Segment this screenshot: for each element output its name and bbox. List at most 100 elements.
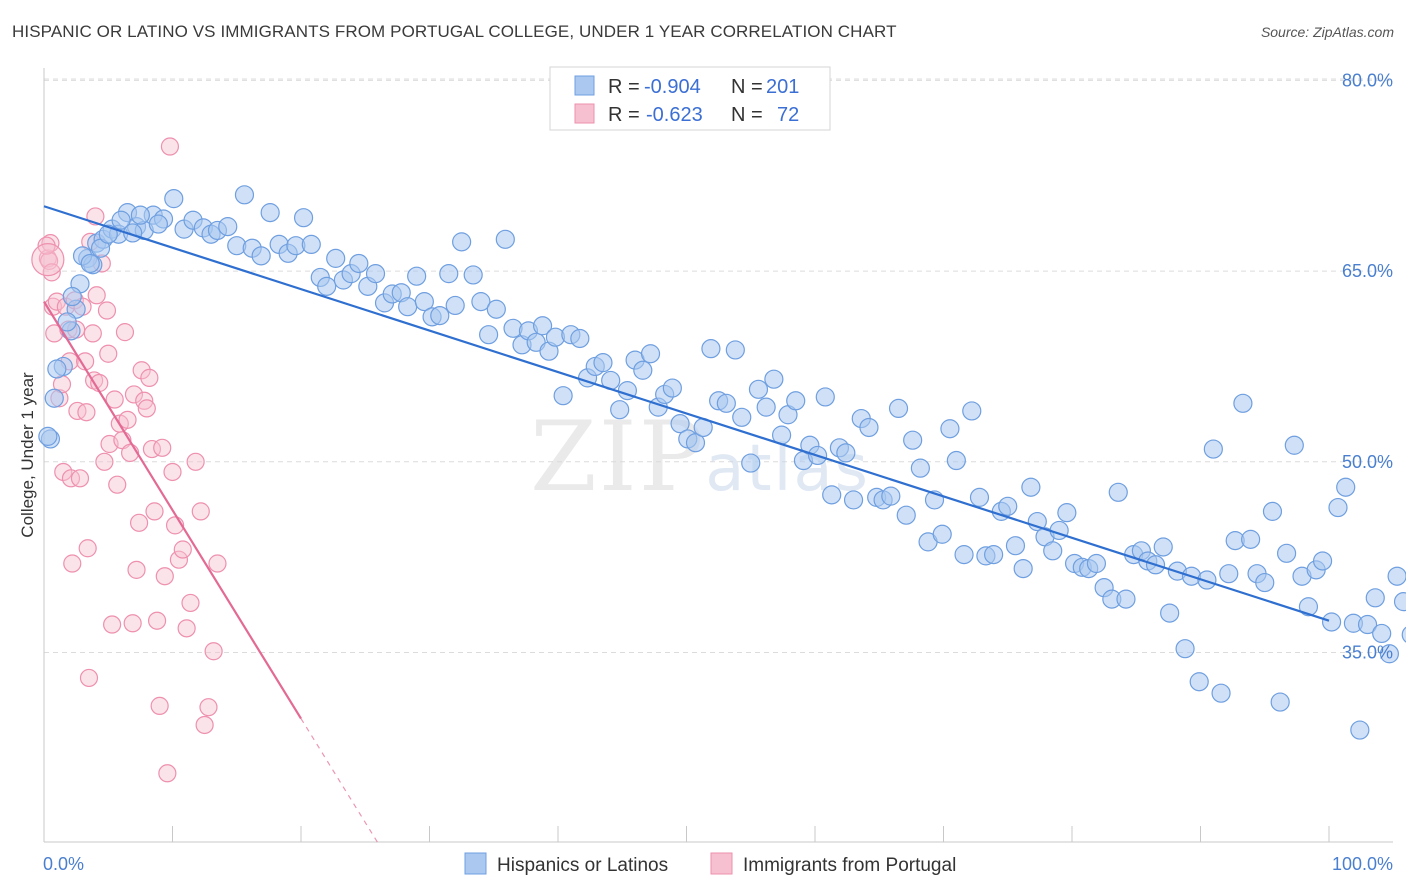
portugal-point	[124, 385, 144, 404]
hispanic-point	[962, 401, 982, 421]
hispanic-point	[1298, 597, 1319, 617]
hispanic-point	[365, 264, 386, 284]
portugal-point	[155, 567, 174, 586]
hispanic-point	[1262, 501, 1283, 521]
portugal-point	[177, 619, 196, 638]
hispanic-point	[748, 379, 769, 399]
hispanic-point	[570, 328, 590, 349]
x-tick-label: 100.0%	[1332, 854, 1393, 874]
portugal-point	[105, 390, 124, 409]
hispanic-point	[1387, 566, 1406, 586]
hispanic-point	[756, 397, 776, 417]
hispanic-point	[445, 295, 465, 316]
hispanic-point	[414, 292, 434, 312]
hispanic-point	[398, 297, 418, 317]
portugal-point	[77, 403, 96, 422]
hispanic-point	[57, 312, 77, 332]
portugal-point	[191, 502, 210, 521]
portugal-point	[160, 137, 180, 156]
portugal-point	[181, 593, 200, 613]
hispanic-point	[859, 417, 879, 438]
hispanic-point	[940, 419, 960, 439]
legend-swatch-pink	[710, 852, 733, 875]
portugal-point	[153, 438, 172, 457]
legend-r-value: -0.623	[646, 104, 703, 126]
portugal-point	[42, 263, 61, 282]
hispanic-point	[98, 224, 118, 244]
hispanic-point	[1379, 644, 1399, 664]
hispanic-point	[822, 485, 842, 505]
portugal-point	[118, 410, 137, 429]
hispanic-point	[62, 286, 82, 307]
hispanic-point	[998, 496, 1018, 516]
hispanic-point	[786, 391, 806, 411]
hispanic-point	[815, 387, 835, 407]
hispanic-point	[984, 545, 1004, 565]
hispanic-point	[111, 210, 131, 230]
legend-r-label: R =	[608, 76, 640, 98]
hispanic-point	[1276, 543, 1297, 563]
hispanic-point	[317, 276, 337, 296]
hispanic-point	[732, 407, 752, 427]
hispanic-point	[1175, 639, 1195, 659]
hispanic-point	[888, 398, 909, 419]
hispanic-point	[260, 203, 280, 223]
hispanic-point	[910, 458, 930, 478]
hispanic-point	[741, 453, 761, 473]
portugal-point	[31, 243, 65, 277]
hispanic-point	[47, 359, 67, 379]
hispanic-point	[326, 248, 346, 268]
portugal-point	[95, 452, 114, 471]
hispanic-point	[633, 360, 653, 380]
legend-swatch-blue	[464, 852, 487, 875]
portugal-point	[63, 554, 82, 573]
hispanic-point	[148, 214, 168, 234]
hispanic-point	[1233, 393, 1253, 413]
hispanic-point	[725, 340, 745, 360]
hispanic-point	[532, 316, 553, 336]
hispanic-point	[610, 400, 630, 420]
hispanic-point	[593, 353, 613, 373]
hispanic-point	[218, 217, 238, 237]
hispanic-point	[38, 426, 58, 446]
hispanic-point	[1219, 564, 1239, 584]
legend-label-portugal: Immigrants from Portugal	[743, 855, 956, 876]
chart-source: Source: ZipAtlas.com	[1260, 24, 1394, 40]
legend-n-value: 201	[766, 76, 799, 98]
hispanic-point	[430, 305, 450, 326]
hispanic-point	[932, 524, 952, 544]
hispanic-point	[954, 545, 974, 565]
hispanic-point	[1321, 612, 1342, 632]
legend-swatch-blue	[574, 75, 595, 96]
hispanic-point	[44, 388, 64, 408]
portugal-point	[147, 611, 167, 630]
portugal-point	[132, 361, 151, 380]
portugal-point	[97, 301, 117, 320]
hispanic-trend-line	[43, 205, 1330, 622]
hispanic-point	[1153, 537, 1173, 557]
hispanic-point	[164, 189, 184, 209]
portugal-point	[158, 764, 177, 783]
chart-title: HISPANIC OR LATINO VS IMMIGRANTS FROM PO…	[12, 22, 897, 41]
hispanic-point	[1372, 623, 1392, 644]
portugal-point	[173, 540, 192, 559]
portugal-point	[208, 554, 227, 573]
hispanic-point	[1270, 692, 1290, 712]
hispanic-point	[946, 450, 966, 471]
portugal-point	[103, 615, 122, 634]
hispanic-point	[251, 246, 271, 266]
hispanic-point	[1021, 477, 1041, 497]
legend-n-value: 72	[777, 104, 799, 126]
portugal-point	[195, 715, 214, 735]
portugal-point	[137, 399, 156, 418]
portugal-point	[145, 502, 164, 521]
trend-lines	[43, 205, 1330, 844]
hispanic-point	[1116, 589, 1136, 609]
portugal-point	[70, 469, 90, 488]
hispanic-point	[1197, 570, 1217, 590]
legend-r-label: R =	[608, 104, 640, 126]
portugal-point	[129, 513, 149, 532]
legend-n-label: N =	[731, 104, 763, 126]
hispanic-point	[716, 393, 736, 413]
portugal-point	[150, 696, 169, 715]
